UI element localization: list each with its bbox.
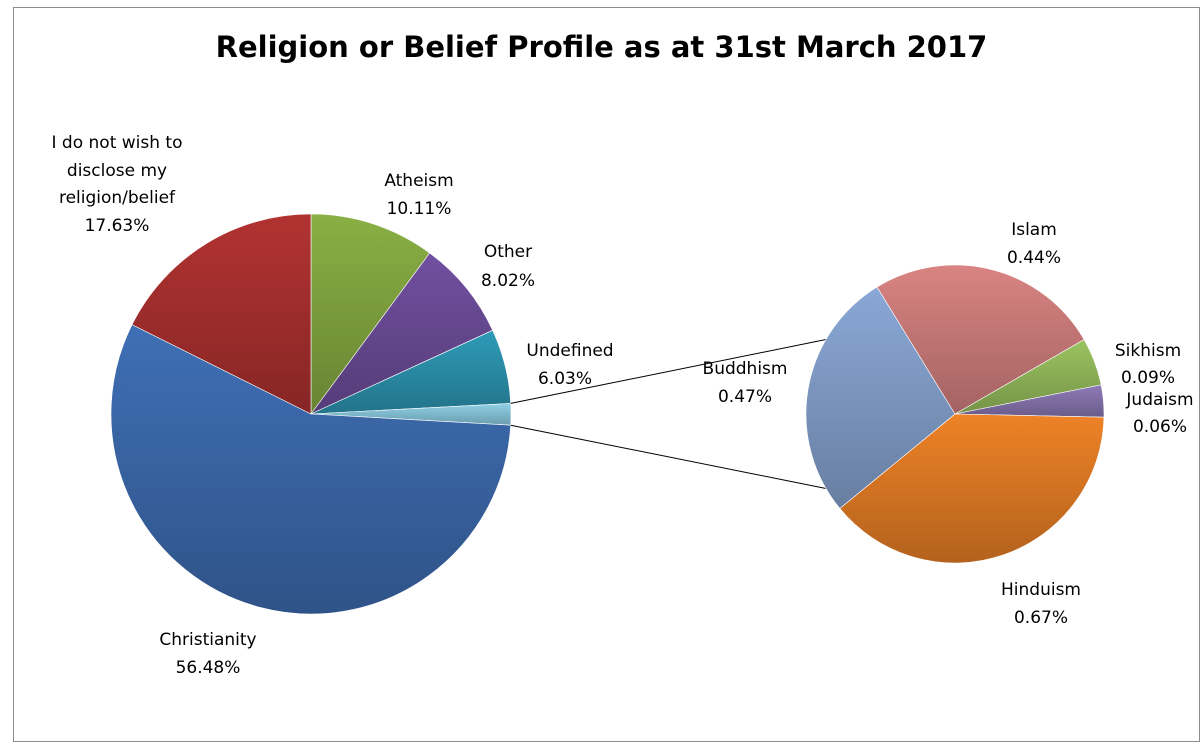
data-label-value: 0.67% [1014, 608, 1068, 628]
data-labels: Atheism 10.11% Other 8.02% Undefined 6.03% Chr… [52, 133, 1194, 678]
chart-title: Religion or Belief Profile as at 31st Ma… [215, 30, 988, 64]
data-label-islam: Islam 0.44% [1007, 220, 1061, 268]
data-label-name: Sikhism [1115, 341, 1181, 361]
data-label-judaism: Judaism 0.06% [1125, 390, 1193, 437]
data-label-name: Atheism [384, 171, 453, 191]
sub-slice-islam [876, 264, 1085, 415]
data-label-name: Islam [1011, 220, 1057, 240]
sub-slice-hinduism [839, 413, 1105, 564]
sub-slice-buddhism [805, 286, 956, 509]
data-label-value: 17.63% [85, 216, 150, 236]
data-label-name: Buddhism [703, 359, 788, 379]
main-slice-atheism [310, 213, 431, 415]
data-label-name: Hinduism [1001, 580, 1081, 600]
data-label-name: Judaism [1125, 390, 1193, 410]
data-label-hinduism: Hinduism 0.67% [1001, 580, 1081, 628]
data-label-value: 0.06% [1133, 417, 1187, 437]
data-label-value: 8.02% [481, 271, 535, 291]
data-label-buddhism: Buddhism 0.47% [703, 359, 788, 407]
data-label-name-line: religion/belief [59, 188, 176, 208]
data-label-name-line: I do not wish to [52, 133, 183, 153]
data-label-value: 10.11% [387, 199, 452, 219]
data-label-value: 0.44% [1007, 248, 1061, 268]
connector-line-top [510, 339, 827, 404]
data-label-value: 56.48% [176, 658, 241, 678]
connector-line-bottom [510, 424, 827, 489]
data-label-value: 6.03% [538, 369, 592, 389]
data-label-name: Christianity [159, 630, 256, 650]
data-label-name: Other [484, 242, 532, 262]
data-label-sikhism: Sikhism 0.09% [1115, 341, 1181, 388]
data-label-other: Other 8.02% [481, 242, 535, 291]
data-label-atheism: Atheism 10.11% [384, 171, 453, 219]
data-label-i-do-not-wish-to-disclose-my-religion-belief: I do not wish to disclose my religion/beli… [52, 133, 183, 236]
data-label-name: Undefined [526, 341, 613, 361]
connector-lines [510, 339, 827, 489]
data-label-undefined: Undefined 6.03% [526, 341, 613, 389]
secondary-pie [805, 264, 1105, 564]
data-label-name-line: disclose my [67, 161, 167, 181]
data-label-christianity: Christianity 56.48% [159, 630, 256, 678]
main-slice-christianity [110, 324, 512, 615]
data-label-value: 0.09% [1121, 368, 1175, 388]
data-label-value: 0.47% [718, 387, 772, 407]
main-slice-other [310, 252, 494, 415]
main-pie [110, 213, 512, 615]
main-slice-i-do-not-wish-to-disclose-my-religion-belief [131, 213, 312, 415]
